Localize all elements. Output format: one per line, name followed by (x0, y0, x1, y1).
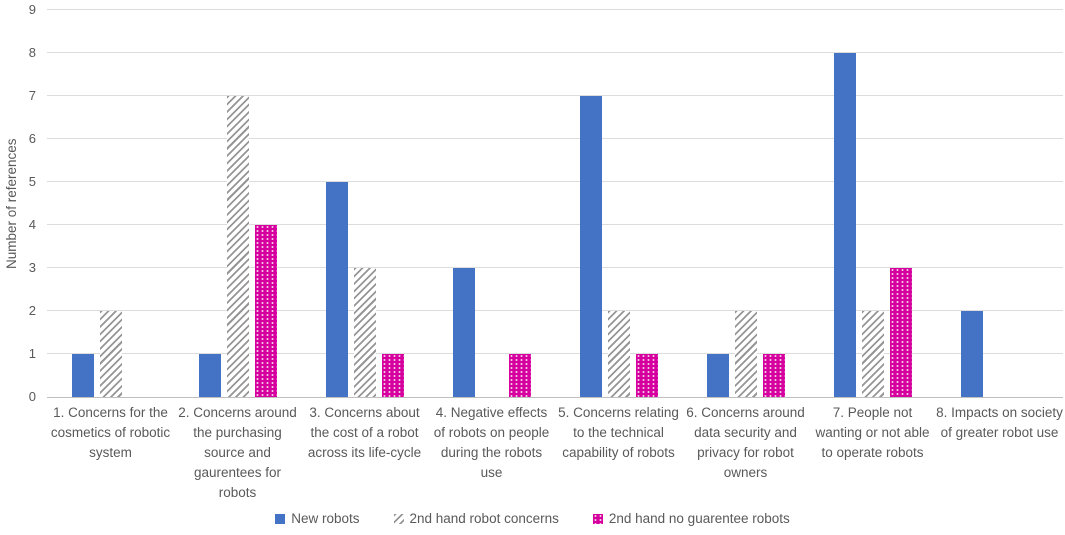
category-label-4: 4. Negative effects of robots on people … (433, 405, 550, 480)
y-tick-label: 3 (28, 260, 36, 275)
category-label-8: 8. Impacts on society of greater robot u… (936, 405, 1063, 440)
gridline (47, 138, 1063, 139)
y-tick-label: 0 (28, 389, 36, 404)
gridline (47, 224, 1063, 225)
bar-series1-cat2 (198, 354, 221, 397)
gridline (47, 267, 1063, 268)
bar-series1-cat1 (71, 354, 94, 397)
bar-series1-cat3 (325, 182, 348, 397)
category-label-6: 6. Concerns around data security and pri… (686, 405, 805, 480)
bar-series1-cat7 (833, 53, 856, 397)
bar-series1-cat8 (960, 311, 983, 397)
y-tick-label: 5 (28, 174, 36, 189)
legend-label: New robots (291, 511, 360, 526)
bar-series1-cat4 (452, 268, 475, 397)
bar-series3-cat4 (508, 354, 531, 397)
x-axis-category-labels: 1. Concerns for the cosmetics of robotic… (47, 403, 1063, 503)
bar-series3-cat7 (889, 268, 912, 397)
legend-item-1: New robots (275, 511, 360, 526)
gridline (47, 310, 1063, 311)
bar-series2-cat2 (226, 96, 249, 397)
gridline (47, 353, 1063, 354)
bar-series1-cat5 (579, 96, 602, 397)
legend-swatch-icon (275, 513, 286, 524)
y-tick-label: 1 (28, 346, 36, 361)
bar-series1-cat6 (706, 354, 729, 397)
legend-item-3: 2nd hand no guarentee robots (592, 511, 790, 526)
legend-item-2: 2nd hand robot concerns (393, 511, 559, 526)
category-label-2: 2. Concerns around the purchasing source… (178, 405, 297, 500)
bar-series2-cat6 (734, 311, 757, 397)
legend-swatch-icon (592, 513, 603, 524)
bar-series2-cat5 (607, 311, 630, 397)
y-tick-label: 2 (28, 303, 36, 318)
gridline (47, 52, 1063, 53)
bar-series2-cat3 (353, 268, 376, 397)
legend-label: 2nd hand robot concerns (409, 511, 559, 526)
y-tick-label: 4 (28, 217, 36, 232)
bar-series2-cat7 (861, 311, 884, 397)
gridline (47, 181, 1063, 182)
y-tick-label: 6 (28, 131, 36, 146)
legend-swatch-icon (393, 513, 404, 524)
category-label-7: 7. People not wanting or not able to ope… (815, 405, 930, 460)
bar-series3-cat5 (635, 354, 658, 397)
legend: New robots 2nd hand robot concerns 2nd han… (0, 511, 1065, 526)
bar-series3-cat6 (762, 354, 785, 397)
category-label-3: 3. Concerns about the cost of a robot ac… (307, 405, 422, 460)
legend-label: 2nd hand no guarentee robots (608, 511, 790, 526)
y-tick-label: 8 (28, 45, 36, 60)
bar-series3-cat2 (254, 225, 277, 397)
category-label-1: 1. Concerns for the cosmetics of robotic… (50, 405, 171, 460)
gridline (47, 95, 1063, 96)
y-tick-label: 7 (28, 88, 36, 103)
bar-series2-cat1 (99, 311, 122, 397)
y-tick-label: 9 (28, 2, 36, 17)
gridline (47, 9, 1063, 10)
y-axis-tick-labels: 0 1 2 3 4 5 6 7 8 9 (0, 0, 36, 420)
bars-layer (47, 10, 1063, 397)
bar-series3-cat3 (381, 354, 404, 397)
plot-area (47, 9, 1063, 398)
category-label-5: 5. Concerns relating to the technical ca… (558, 405, 679, 460)
